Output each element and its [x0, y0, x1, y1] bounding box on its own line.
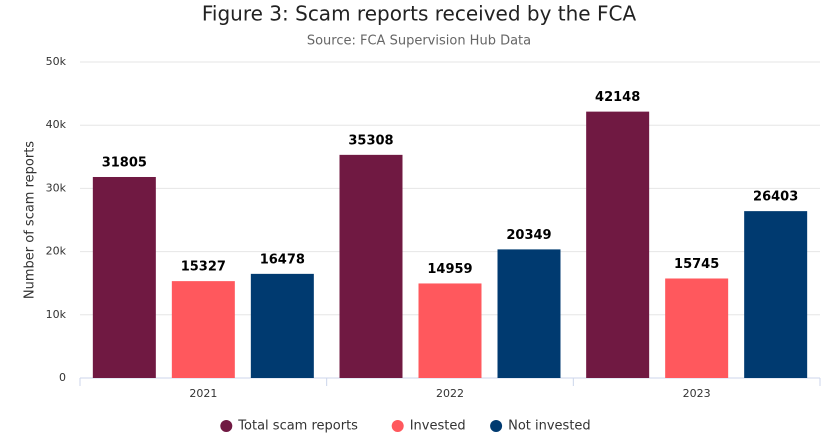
- x-tick-label: 2022: [436, 387, 464, 400]
- y-tick-label: 40k: [46, 118, 67, 131]
- bar: [171, 281, 235, 378]
- legend-marker: [391, 420, 404, 432]
- data-label: 20349: [506, 228, 551, 243]
- legend-label: Invested: [410, 419, 466, 434]
- bar: [744, 211, 808, 378]
- legend-label: Total scam reports: [237, 419, 358, 434]
- data-label: 16478: [260, 252, 305, 267]
- data-label: 35308: [348, 133, 393, 148]
- legend-label: Not invested: [508, 419, 591, 434]
- x-tick-label: 2023: [683, 387, 711, 400]
- y-tick-label: 30k: [46, 181, 67, 194]
- x-tick-label: 2021: [189, 387, 217, 400]
- legend-marker: [220, 420, 233, 432]
- chart-subtitle: Source: FCA Supervision Hub Data: [307, 34, 531, 49]
- bar: [250, 273, 314, 378]
- chart-title: Figure 3: Scam reports received by the F…: [202, 2, 637, 26]
- y-tick-label: 0: [59, 371, 66, 384]
- bar: [497, 249, 561, 378]
- data-label: 15745: [674, 257, 719, 272]
- bar: [665, 278, 729, 378]
- y-tick-label: 50k: [46, 55, 67, 68]
- y-tick-label: 10k: [46, 308, 67, 321]
- data-label: 42148: [595, 90, 640, 105]
- bar: [339, 154, 403, 378]
- data-label: 14959: [427, 262, 472, 277]
- data-label: 31805: [102, 155, 147, 170]
- legend-marker: [490, 420, 503, 432]
- bar: [418, 283, 482, 378]
- data-label: 26403: [753, 190, 798, 205]
- data-label: 15327: [181, 260, 226, 275]
- y-tick-label: 20k: [46, 245, 67, 258]
- bar: [586, 111, 650, 379]
- y-axis-label: Number of scam reports: [23, 141, 38, 299]
- bar: [92, 176, 156, 378]
